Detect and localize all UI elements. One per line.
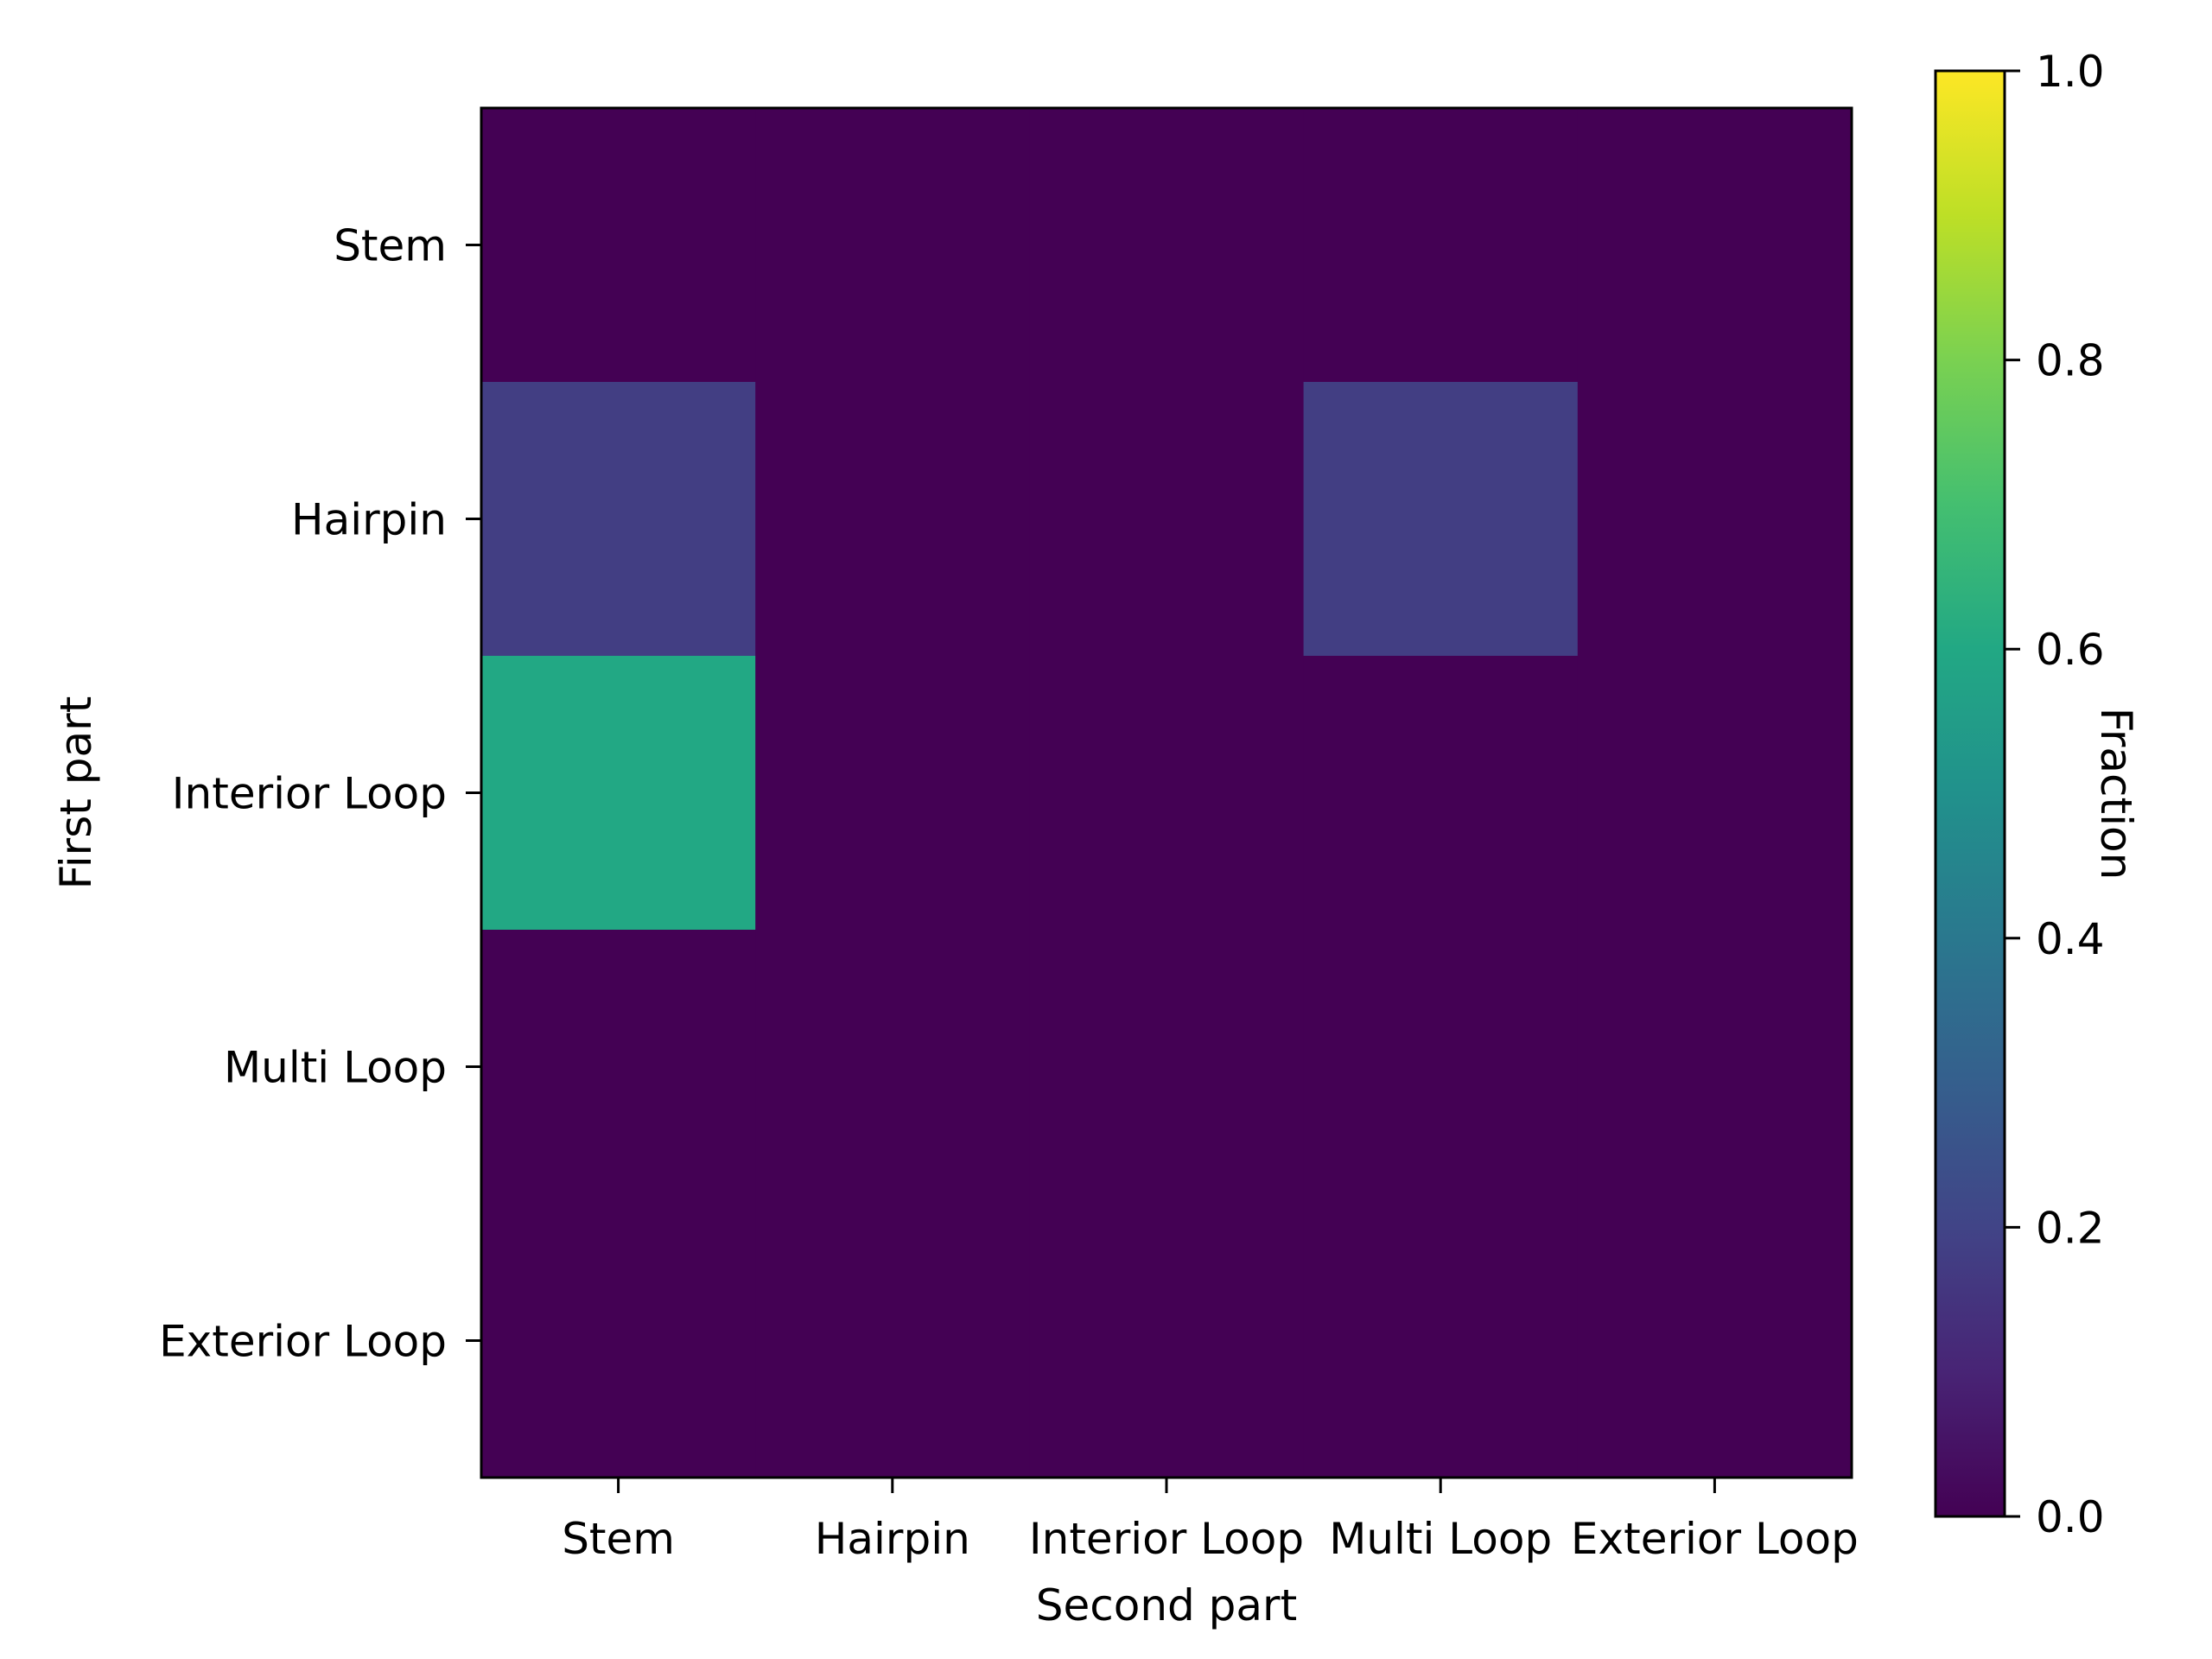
x-tick-label: Interior Loop	[1029, 1514, 1304, 1564]
heatmap-cell	[1303, 108, 1579, 383]
y-tick-label: Exterior Loop	[159, 1317, 447, 1367]
heatmap-cell	[755, 1204, 1030, 1478]
heatmap-cell	[755, 382, 1030, 657]
x-tick-label: Exterior Loop	[1571, 1514, 1859, 1564]
colorbar-gradient	[1934, 69, 2006, 1518]
colorbar: 0.0 0.2 0.4 0.6 0.8 1.0 Fraction	[1934, 47, 2141, 1542]
colorbar-tick-label: 1.0	[2036, 47, 2105, 97]
colorbar-tick-label: 0.0	[2036, 1492, 2105, 1542]
y-axis: Stem Hairpin Interior Loop Multi Loop Exteri…	[159, 221, 481, 1367]
colorbar-tick-label: 0.4	[2036, 914, 2105, 964]
y-axis-label: First part	[51, 696, 101, 890]
heatmap-cell	[1029, 108, 1305, 383]
heatmap-cell	[755, 108, 1030, 383]
heatmap-cell	[1029, 1204, 1305, 1478]
heatmap-cell	[755, 656, 1030, 931]
heatmap-cell	[1029, 382, 1305, 657]
colorbar-label: Fraction	[2091, 708, 2141, 880]
heatmap-cell	[481, 656, 756, 931]
y-tick-label: Stem	[334, 221, 447, 271]
colorbar-tick-label: 0.2	[2036, 1203, 2105, 1253]
heatmap-cell	[1577, 656, 1853, 931]
x-tick-label: Stem	[562, 1514, 675, 1564]
heatmap-cell	[1029, 656, 1305, 931]
heatmap-cell	[1577, 382, 1853, 657]
heatmap-cell	[1303, 382, 1579, 657]
x-tick-label: Hairpin	[815, 1514, 970, 1564]
heatmap-cell	[755, 930, 1030, 1205]
heatmap-cell	[1303, 1204, 1579, 1478]
colorbar-tick-label: 0.8	[2036, 336, 2105, 386]
x-axis: Stem Hairpin Interior Loop Multi Loop Exteri…	[562, 1478, 1859, 1564]
colorbar-ticks: 0.0 0.2 0.4 0.6 0.8 1.0	[2005, 47, 2105, 1542]
heatmap-cell	[1029, 930, 1305, 1205]
y-tick-label: Hairpin	[291, 495, 447, 545]
heatmap-cell	[481, 1204, 756, 1478]
heatmap-cell	[1577, 1204, 1853, 1478]
heatmap-cell	[481, 382, 756, 657]
heatmap-cell	[1303, 930, 1579, 1205]
heatmap-cell	[481, 108, 756, 383]
heatmap-cell	[481, 930, 756, 1205]
x-axis-label: Second part	[1036, 1580, 1297, 1630]
heatmap-cell	[1303, 656, 1579, 931]
y-tick-label: Multi Loop	[224, 1043, 447, 1093]
x-tick-label: Multi Loop	[1329, 1514, 1552, 1564]
heatmap-cell	[1577, 930, 1853, 1205]
y-tick-label: Interior Loop	[172, 769, 447, 819]
heatmap-cells	[481, 108, 1853, 1478]
heatmap-cell	[1577, 108, 1853, 383]
colorbar-tick-label: 0.6	[2036, 625, 2105, 675]
